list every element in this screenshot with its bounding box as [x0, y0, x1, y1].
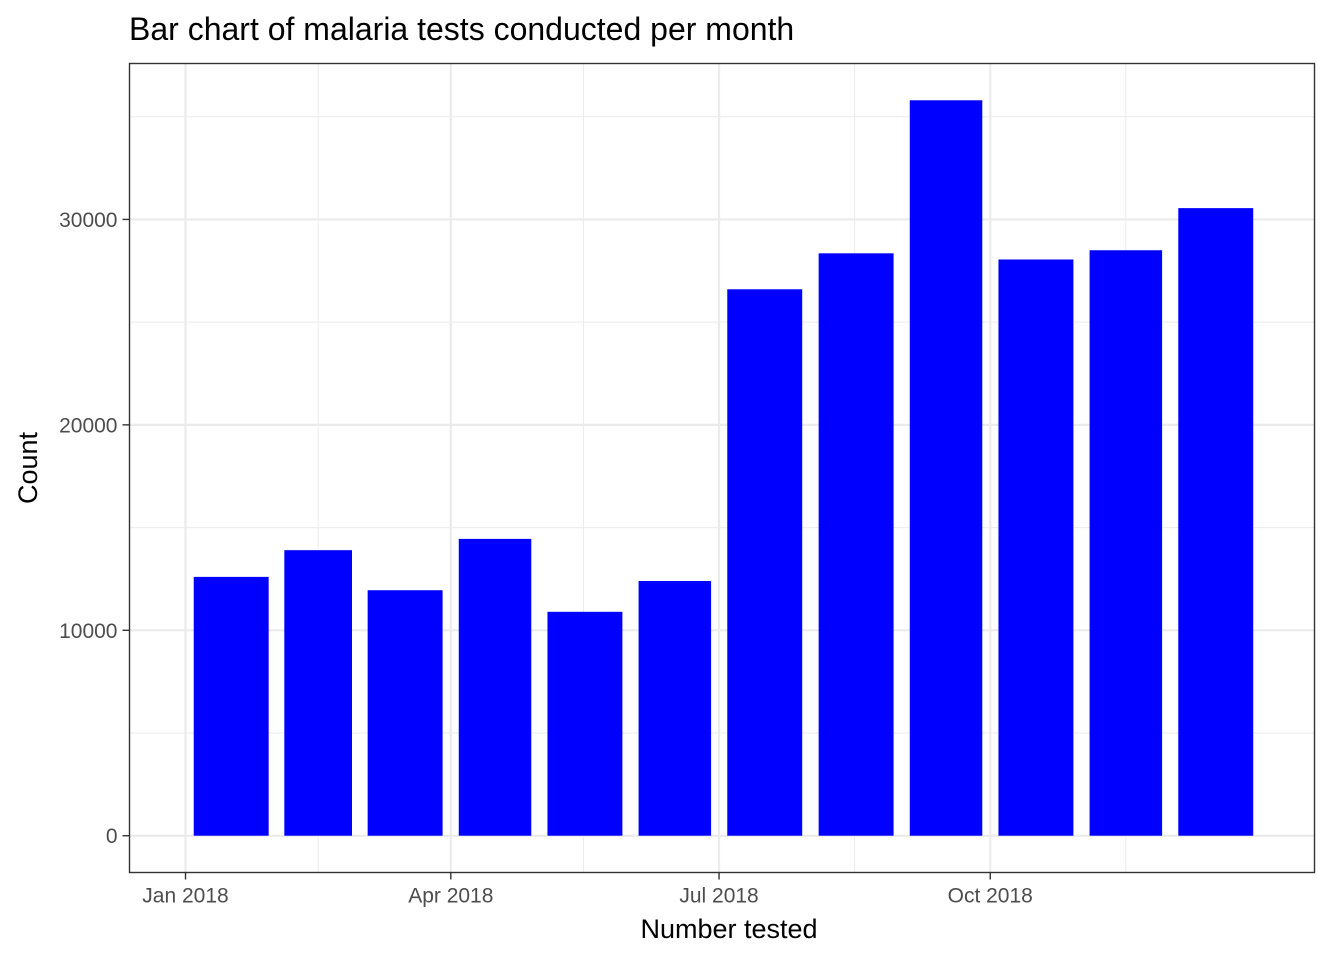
x-tick-label: Oct 2018	[948, 885, 1033, 908]
y-tick-label: 10000	[59, 620, 117, 643]
y-tick-label: 30000	[59, 209, 117, 232]
plot-panel-border	[128, 62, 1316, 874]
bar-2018-11	[1089, 250, 1163, 836]
y-tick-label: 0	[106, 825, 118, 848]
bar-2018-08	[818, 253, 894, 836]
bar-2018-01	[193, 576, 269, 836]
chart-title: Bar chart of malaria tests conducted per…	[129, 11, 794, 47]
bar-2018-05	[547, 611, 623, 836]
x-tick-label: Apr 2018	[408, 885, 493, 908]
x-tick-label: Jan 2018	[142, 885, 228, 908]
x-tick-label: Jul 2018	[679, 885, 758, 908]
bar-2018-10	[998, 259, 1074, 836]
bar-2018-09	[909, 100, 983, 836]
y-tick-label: 20000	[59, 414, 117, 437]
bar-2018-02	[284, 550, 352, 836]
x-axis: Jan 2018 Apr 2018 Jul 2018 Oct 2018	[142, 872, 1033, 908]
bars-group	[193, 100, 1254, 836]
bar-2018-07	[727, 289, 803, 836]
bar-2018-06	[638, 580, 712, 836]
y-axis-title: Count	[13, 431, 43, 504]
bar-2018-04	[458, 538, 532, 836]
bar-2018-12	[1178, 208, 1254, 836]
bar-2018-03	[367, 590, 443, 836]
y-axis: 0 10000 20000 30000	[59, 209, 130, 848]
x-axis-title: Number tested	[640, 914, 817, 944]
